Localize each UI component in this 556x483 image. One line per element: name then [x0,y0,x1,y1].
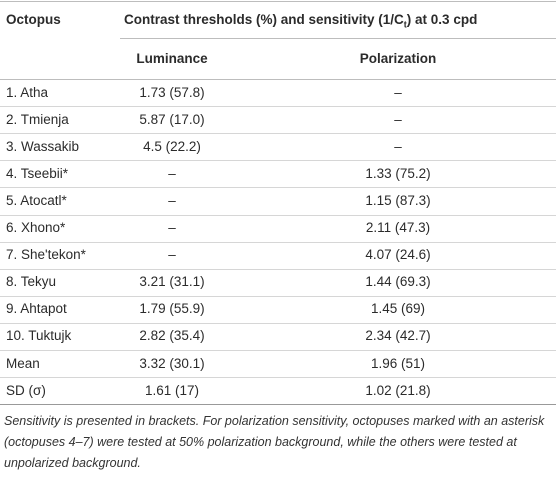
row-label: 8. Tekyu [6,274,57,290]
cell: 1.15 (87.3) [365,193,431,208]
rule [0,377,556,379]
cell: – [394,84,402,100]
cell: 4.5 (22.2) [143,138,201,154]
cell: 4.07 (24.6) [365,247,431,263]
cell: 2.82 (35.4) [139,328,205,344]
row-label: 10. Tuktujk [6,328,72,344]
cell: 3.21 (31.1) [139,274,205,290]
row-label: 4. Tseebii* [6,165,69,181]
cell: 5.87 (17.0) [139,111,205,127]
column-header: Polarization [359,51,437,66]
row-label: Mean [6,355,40,371]
cell: 1.79 (55.9) [139,301,205,317]
cell: 1.44 (69.3) [365,274,431,290]
column-header: Luminance [136,51,208,66]
footnote: Sensitivity is presented in brackets. Fo… [4,414,545,470]
row-label-header: Octopus [6,12,61,27]
rule [0,322,556,324]
rule [0,133,556,135]
cell: 3.32 (30.1) [139,355,205,371]
rule [0,214,556,216]
cell: – [168,247,176,263]
row-label: 6. Xhono* [6,220,66,236]
row-label: 9. Ahtapot [6,301,67,317]
group-header-text: ) at 0.3 cpd [406,12,478,27]
row-label: SD (σ) [6,382,46,398]
cell: 1.96 (51) [370,355,426,371]
cell: – [394,111,402,127]
cell: 1.33 (75.2) [365,165,431,181]
rule [0,1,556,2]
group-header: Contrast thresholds (%) and sensitivity … [124,12,477,33]
rule [0,160,556,162]
rule [0,187,556,189]
cell: 1.73 (57.8) [139,84,205,100]
row-label: 2. Tmienja [6,111,69,127]
cell: 2.34 (42.7) [365,328,431,344]
cell: 1.61 (17) [144,382,200,398]
row-label: 7. She'tekon* [6,247,86,263]
rule [0,241,556,243]
cell: 1.02 (21.8) [365,382,431,398]
row-label: 1. Atha [6,84,49,100]
rule [0,268,556,270]
cell: – [168,193,176,208]
rule [0,295,556,297]
rule [0,79,556,80]
rule [0,350,556,351]
cell: 2.11 (47.3) [365,220,431,236]
rule [0,106,556,108]
rule [120,38,556,39]
row-label: 5. Atocatl* [6,193,67,208]
cell: 1.45 (69) [370,301,426,317]
cell: – [168,165,176,181]
cell: – [168,220,176,236]
row-label: 3. Wassakib [6,138,80,154]
subscript: t [403,19,407,30]
rule [0,404,556,406]
cell: – [394,138,402,154]
group-header-text: Contrast thresholds (%) and sensitivity … [124,12,404,27]
